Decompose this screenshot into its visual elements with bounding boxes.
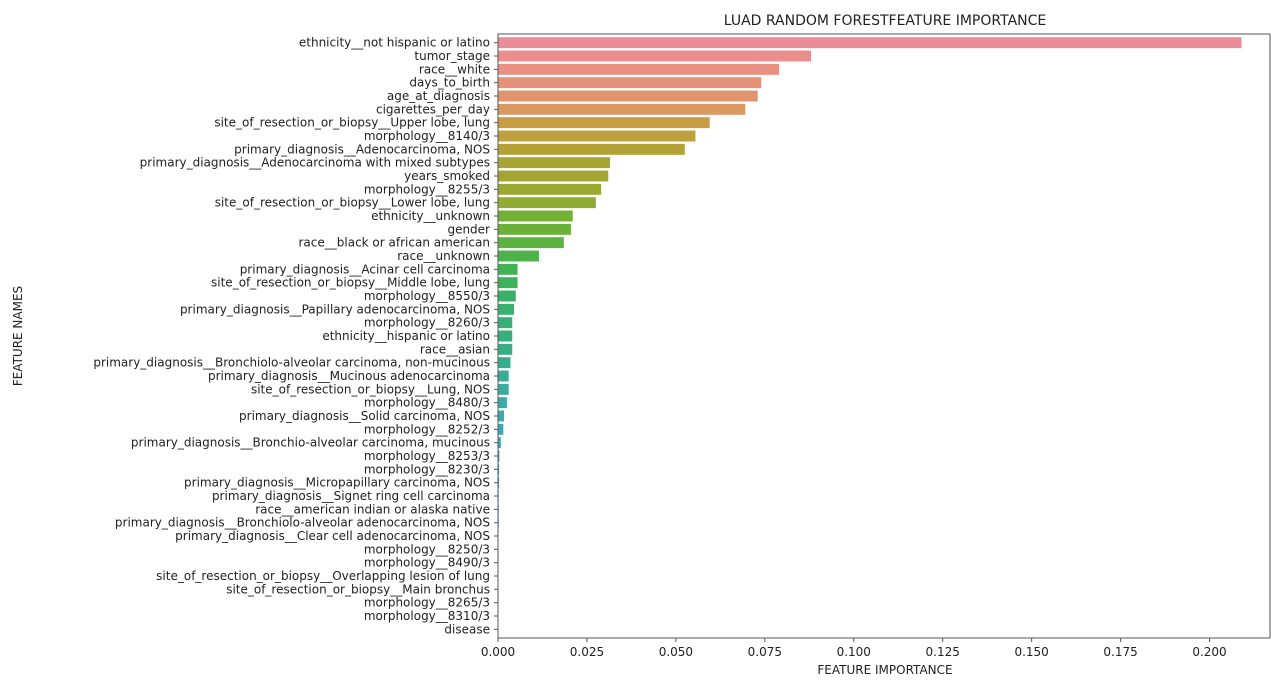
category-label: morphology__8550/3 bbox=[364, 289, 490, 303]
bar bbox=[498, 357, 511, 369]
bar bbox=[498, 343, 513, 355]
category-label: cigarettes_per_day bbox=[376, 102, 490, 116]
bar bbox=[498, 303, 515, 315]
category-label: morphology__8255/3 bbox=[364, 182, 490, 196]
bar bbox=[498, 170, 609, 182]
bar bbox=[498, 183, 602, 195]
bar bbox=[498, 37, 1242, 49]
bar bbox=[498, 77, 762, 89]
category-label: race__american indian or alaska native bbox=[255, 502, 490, 516]
category-label: morphology__8490/3 bbox=[364, 556, 490, 570]
bar bbox=[498, 223, 571, 235]
category-label: race__black or african american bbox=[299, 236, 491, 250]
category-label: morphology__8252/3 bbox=[364, 422, 490, 436]
category-label: race__white bbox=[419, 62, 490, 76]
category-label: morphology__8250/3 bbox=[364, 542, 490, 556]
bar bbox=[498, 103, 746, 115]
category-label: primary_diagnosis__Mucinous adenocarcino… bbox=[208, 369, 490, 383]
category-label: ethnicity__hispanic or latino bbox=[322, 329, 490, 343]
bar bbox=[498, 277, 518, 289]
category-label: primary_diagnosis__Acinar cell carcinoma bbox=[240, 262, 490, 276]
x-tick-label: 0.100 bbox=[837, 645, 871, 659]
chart-title: LUAD RANDOM FORESTFEATURE IMPORTANCE bbox=[724, 13, 1047, 29]
category-label: morphology__8310/3 bbox=[364, 609, 490, 623]
bar bbox=[498, 330, 513, 342]
bar bbox=[498, 317, 513, 329]
bar bbox=[498, 423, 504, 435]
category-label: morphology__8265/3 bbox=[364, 596, 490, 610]
bar bbox=[498, 63, 780, 75]
x-tick-label: 0.175 bbox=[1103, 645, 1137, 659]
category-label: gender bbox=[447, 222, 490, 236]
x-tick-label: 0.200 bbox=[1192, 645, 1226, 659]
category-label: ethnicity__unknown bbox=[371, 209, 490, 223]
bar bbox=[498, 463, 500, 475]
bars-group bbox=[498, 37, 1242, 595]
bar bbox=[498, 370, 509, 382]
bar bbox=[498, 383, 509, 395]
category-label: race__asian bbox=[420, 342, 490, 356]
category-label: primary_diagnosis__Adenocarcinoma, NOS bbox=[234, 142, 490, 156]
bar bbox=[498, 437, 501, 449]
x-tick-label: 0.125 bbox=[926, 645, 960, 659]
category-label: primary_diagnosis__Bronchiolo-alveolar a… bbox=[115, 516, 490, 530]
x-tick-label: 0.075 bbox=[748, 645, 782, 659]
category-label: morphology__8230/3 bbox=[364, 462, 490, 476]
category-label: disease bbox=[444, 622, 490, 636]
category-label: race__unknown bbox=[397, 249, 490, 263]
category-label: site_of_resection_or_biopsy__Lower lobe,… bbox=[215, 196, 490, 210]
category-label: primary_diagnosis__Bronchio-alveolar car… bbox=[131, 436, 490, 450]
bar bbox=[498, 210, 573, 222]
bar bbox=[498, 290, 516, 302]
category-label: morphology__8253/3 bbox=[364, 449, 490, 463]
bar bbox=[498, 250, 539, 262]
bar bbox=[498, 90, 758, 102]
x-axis-ticks: 0.000 0.025 0.050 0.075 0.100 0.125 0.150 0.175… bbox=[481, 638, 1227, 659]
category-label: years_smoked bbox=[404, 169, 490, 183]
category-label: site_of_resection_or_biopsy__Middle lobe… bbox=[211, 276, 490, 290]
x-tick-label: 0.050 bbox=[659, 645, 693, 659]
category-label: morphology__8260/3 bbox=[364, 316, 490, 330]
category-label: morphology__8480/3 bbox=[364, 396, 490, 410]
plot-frame bbox=[497, 33, 1271, 639]
category-label: ethnicity__not hispanic or latino bbox=[299, 36, 490, 50]
category-label: age_at_diagnosis bbox=[387, 89, 490, 103]
x-tick-label: 0.025 bbox=[570, 645, 604, 659]
category-label: morphology__8140/3 bbox=[364, 129, 490, 143]
bar bbox=[498, 197, 596, 209]
bar bbox=[498, 117, 710, 129]
bar bbox=[498, 130, 696, 142]
category-labels: ethnicity__not hispanic or latinotumor_s… bbox=[93, 36, 498, 636]
category-label: site_of_resection_or_biopsy__Upper lobe,… bbox=[214, 116, 490, 130]
bar bbox=[498, 397, 507, 409]
bar bbox=[498, 143, 685, 155]
category-label: primary_diagnosis__Clear cell adenocarci… bbox=[175, 529, 490, 543]
category-label: site_of_resection_or_biopsy__Overlapping… bbox=[156, 569, 490, 583]
bar bbox=[498, 477, 500, 489]
category-label: primary_diagnosis__Bronchiolo-alveolar c… bbox=[93, 356, 490, 370]
x-tick-label: 0.000 bbox=[481, 645, 515, 659]
bar bbox=[498, 237, 564, 249]
category-label: primary_diagnosis__Solid carcinoma, NOS bbox=[239, 409, 490, 423]
category-label: primary_diagnosis__Papillary adenocarcin… bbox=[180, 302, 490, 316]
bar bbox=[498, 50, 812, 62]
y-axis-label: FEATURE NAMES bbox=[11, 286, 25, 386]
category-label: days_to_birth bbox=[409, 76, 490, 90]
category-label: site_of_resection_or_biopsy__Main bronch… bbox=[226, 582, 490, 596]
category-label: site_of_resection_or_biopsy__Lung, NOS bbox=[251, 382, 490, 396]
x-axis-label: FEATURE IMPORTANCE bbox=[817, 663, 952, 677]
category-label: primary_diagnosis__Signet ring cell carc… bbox=[212, 489, 490, 503]
category-label: primary_diagnosis__Adenocarcinoma with m… bbox=[140, 156, 490, 170]
x-tick-label: 0.150 bbox=[1014, 645, 1048, 659]
bar bbox=[498, 157, 611, 169]
category-label: primary_diagnosis__Micropapillary carcin… bbox=[184, 476, 490, 490]
bar bbox=[498, 450, 500, 462]
bar bbox=[498, 263, 518, 275]
bar bbox=[498, 410, 505, 422]
category-label: tumor_stage bbox=[414, 49, 490, 63]
